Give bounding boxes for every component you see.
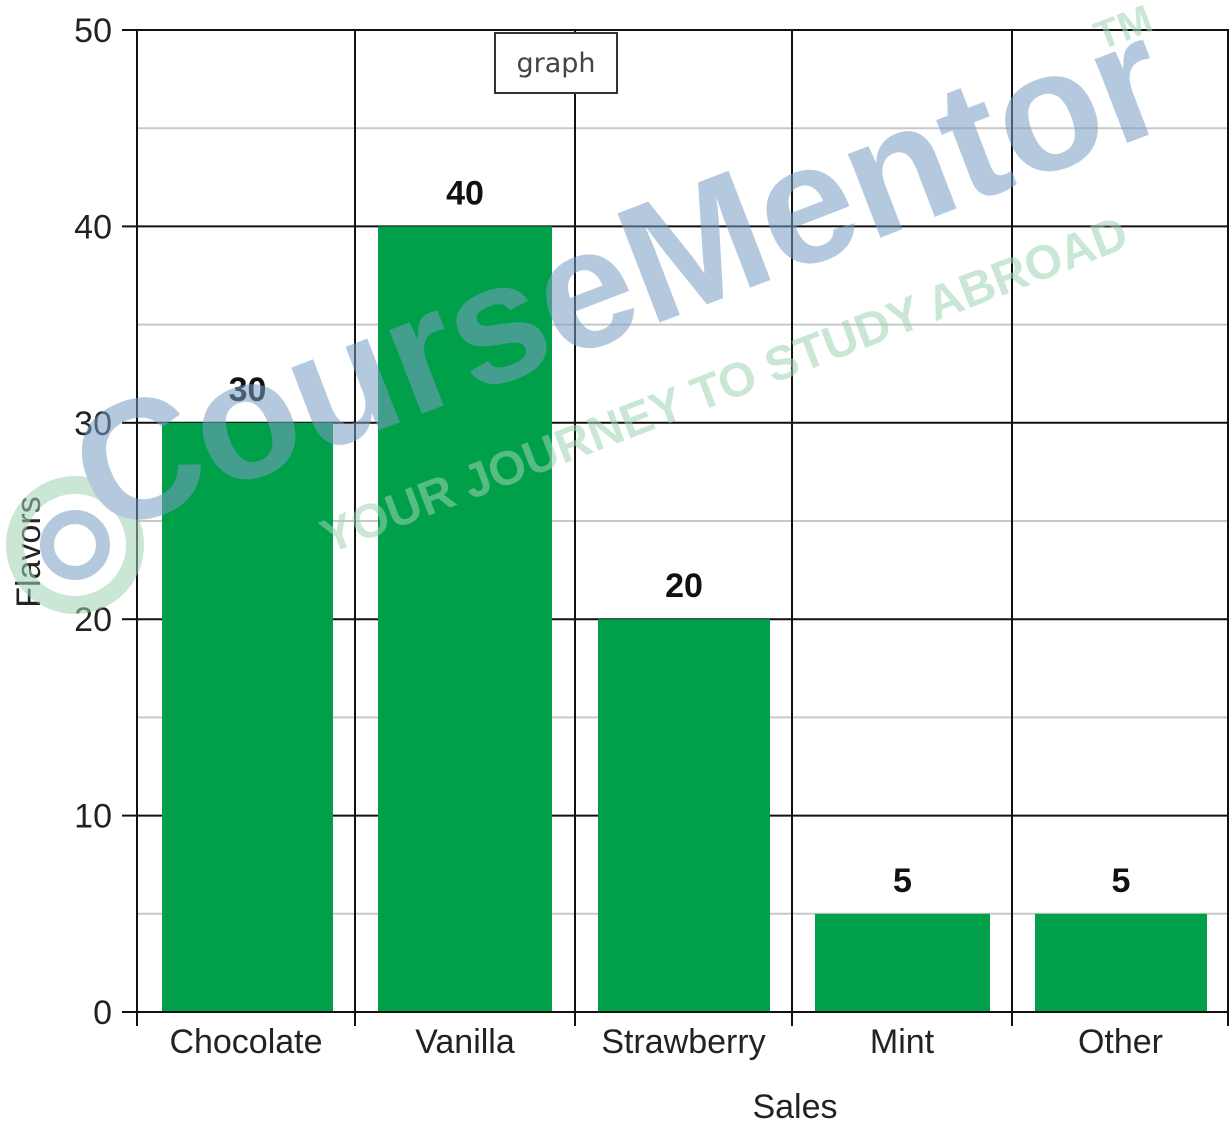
y-tick-label: 50 <box>74 12 112 50</box>
data-label: 5 <box>893 862 912 900</box>
graph-tag: graph <box>494 32 618 94</box>
bar-chocolate <box>162 422 333 1012</box>
x-tick-label: Chocolate <box>169 1023 322 1061</box>
data-label: 5 <box>1112 862 1131 900</box>
y-tick-label: 40 <box>74 208 112 246</box>
data-label: 30 <box>229 371 267 409</box>
bar-other <box>1035 913 1207 1012</box>
y-tick-label: 30 <box>74 405 112 443</box>
data-label: 40 <box>446 174 484 212</box>
y-tick-label: 10 <box>74 798 112 836</box>
bar-mint <box>815 913 990 1012</box>
bar-vanilla <box>378 226 552 1012</box>
bar-strawberry <box>598 619 770 1012</box>
x-tick-label: Strawberry <box>601 1023 765 1061</box>
x-tick-label: Vanilla <box>415 1023 515 1061</box>
x-tick-label: Mint <box>870 1023 935 1061</box>
y-axis-title: Flavors <box>10 496 48 607</box>
y-tick-label: 0 <box>93 994 112 1032</box>
x-axis-title: Sales <box>752 1088 837 1126</box>
y-tick-label: 20 <box>74 601 112 639</box>
x-tick-label: Other <box>1078 1023 1163 1061</box>
bars <box>162 226 1207 1012</box>
data-label: 20 <box>665 567 703 605</box>
